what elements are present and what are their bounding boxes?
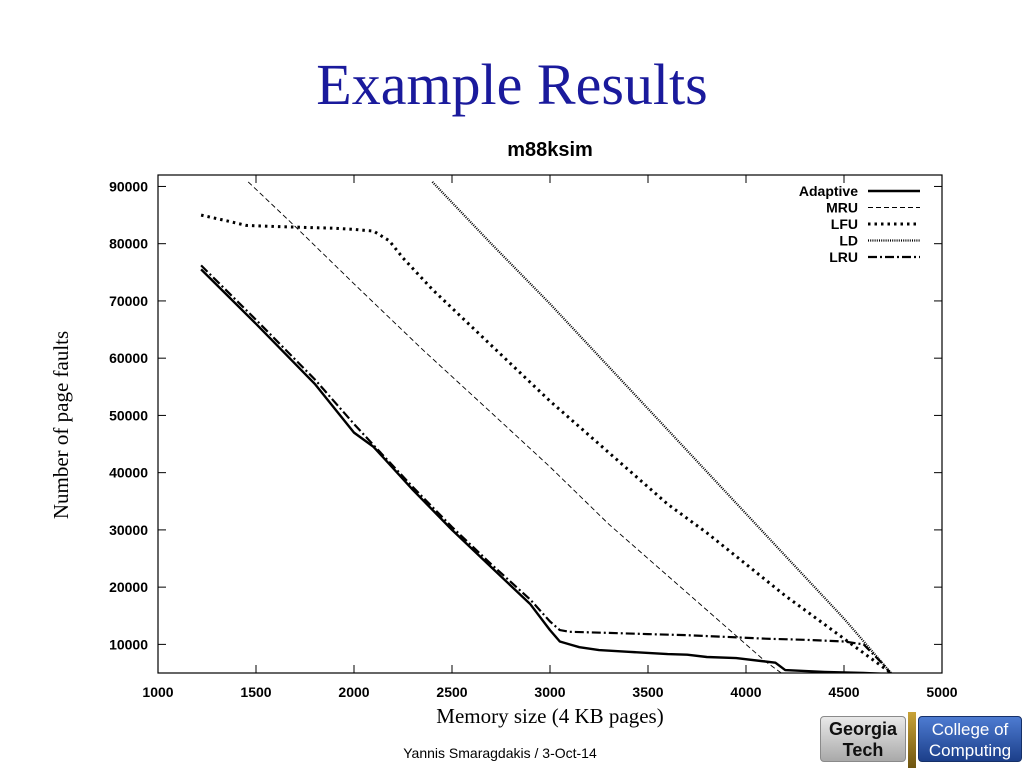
georgia-tech-wordmark: Georgia Tech (820, 716, 906, 762)
chart-title: m88ksim (507, 139, 593, 161)
college-of-computing-wordmark: College of Computing (918, 716, 1022, 762)
y-tick-label: 60000 (109, 350, 148, 366)
series-group (200, 181, 892, 673)
legend-label: LRU (829, 249, 858, 265)
y-tick-label: 10000 (109, 636, 148, 652)
x-tick-label: 2500 (436, 684, 467, 700)
x-axis-label: Memory size (4 KB pages) (436, 704, 663, 728)
logo-line: Georgia (828, 719, 898, 739)
x-tick-label: 1000 (142, 684, 173, 700)
x-tick-label: 3000 (534, 684, 565, 700)
series-line-mru (247, 181, 782, 673)
logo-line: College of (931, 720, 1009, 739)
y-tick-label: 80000 (109, 236, 148, 252)
x-tick-label: 3500 (632, 684, 663, 700)
logo-line: Computing (928, 741, 1012, 760)
footer-credit: Yannis Smaragdakis / 3-Oct-14 (403, 745, 597, 761)
logo-line: Tech (842, 740, 884, 760)
legend-label: LFU (831, 216, 858, 232)
tower-icon (908, 712, 916, 768)
legend-label: LD (839, 233, 858, 249)
y-tick-label: 20000 (109, 579, 148, 595)
legend-label: MRU (826, 200, 858, 216)
series-line-ld (431, 181, 892, 673)
legend-label: Adaptive (799, 183, 858, 199)
x-tick-label: 1500 (240, 684, 271, 700)
y-tick-label: 50000 (109, 407, 148, 423)
y-tick-label: 30000 (109, 522, 148, 538)
y-tick-label: 70000 (109, 293, 148, 309)
series-line-adaptive (200, 268, 892, 673)
series-line-lru (200, 264, 892, 673)
plot-area (157, 174, 943, 674)
slide-title: Example Results (316, 52, 708, 117)
georgia-tech-logo: Georgia Tech College of Computing (818, 712, 1024, 768)
series-line-lfu (200, 213, 892, 673)
y-tick-label: 90000 (109, 178, 148, 194)
y-axis: 10000 20000 30000 40000 50000 60000 70000 80000… (109, 178, 942, 652)
x-tick-label: 4500 (828, 684, 859, 700)
x-axis: 1000 1500 2000 2500 3000 3500 4000 4500 5000 (142, 175, 958, 700)
x-tick-label: 4000 (730, 684, 761, 700)
y-tick-label: 40000 (109, 465, 148, 481)
y-axis-label: Number of page faults (49, 331, 73, 519)
x-tick-label: 5000 (926, 684, 957, 700)
plot-frame (157, 174, 943, 674)
x-tick-label: 2000 (338, 684, 369, 700)
